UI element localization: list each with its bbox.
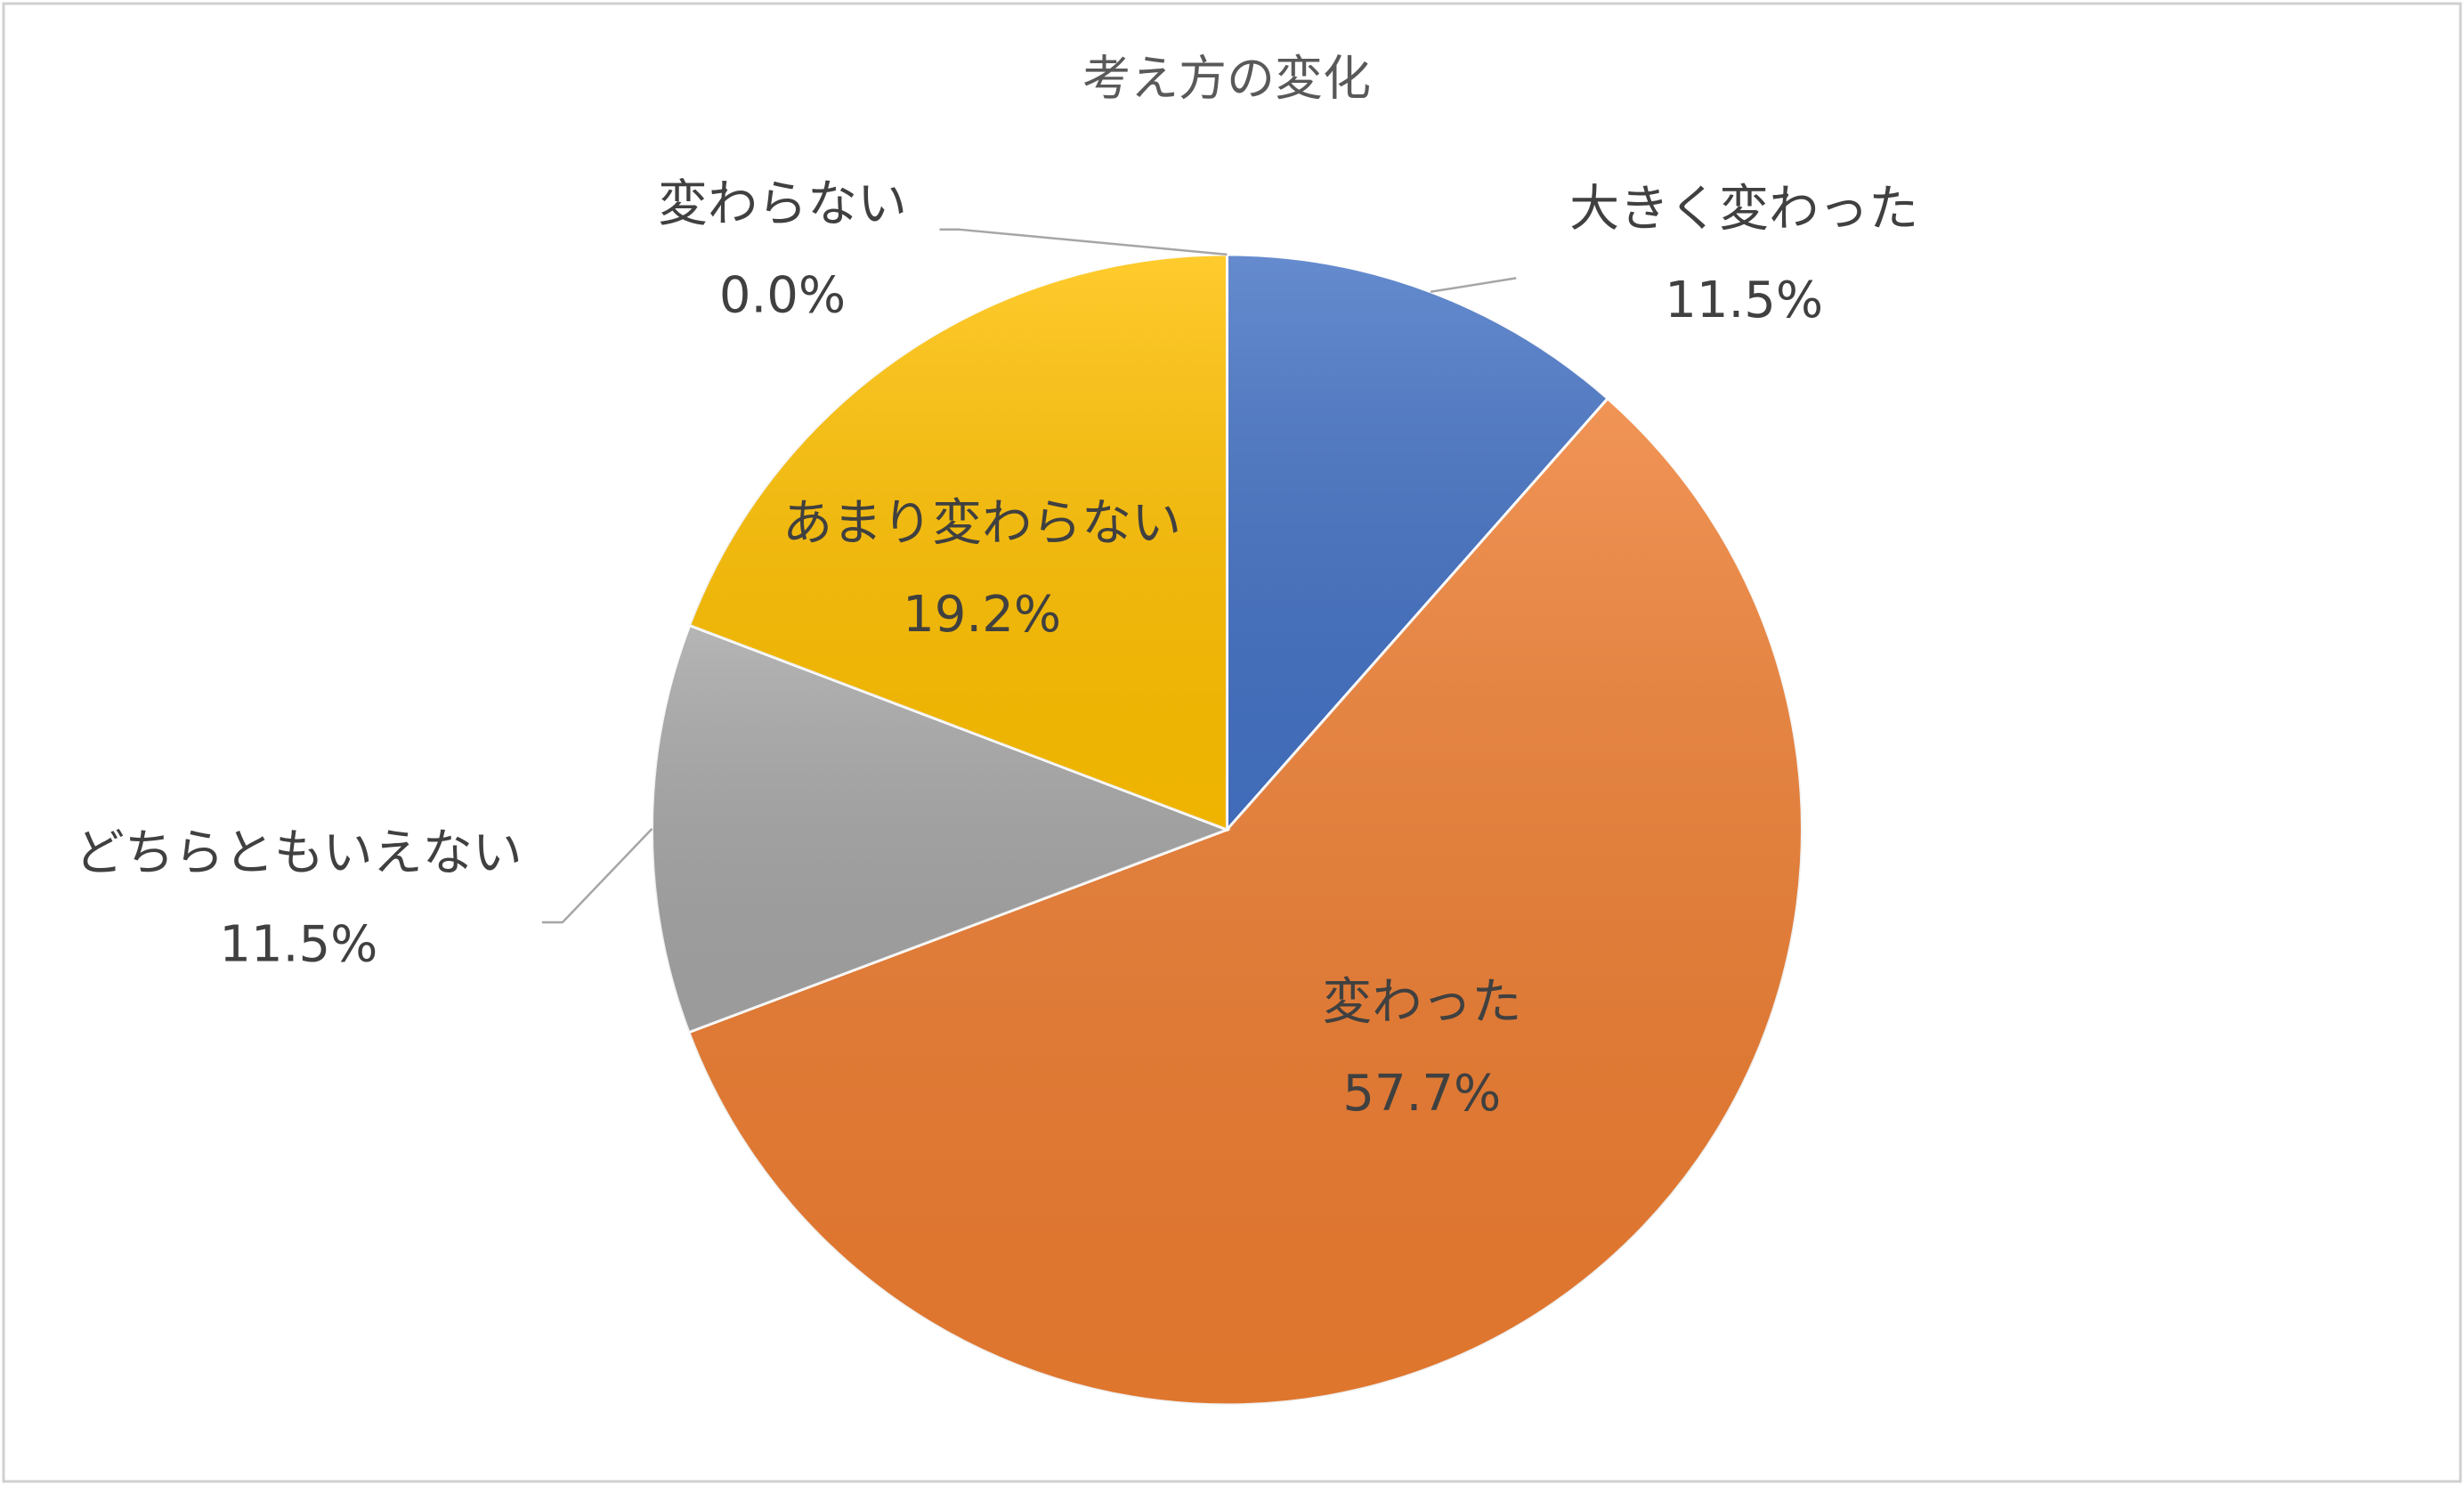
data-label-value: 57.7%: [1342, 1065, 1501, 1123]
slice-shade: [689, 254, 1228, 830]
chart-title: 考え方の変化: [1082, 51, 1371, 107]
data-label-value: 0.0%: [719, 266, 846, 324]
slice-shade: [1227, 254, 1609, 830]
data-label-value: 11.5%: [219, 915, 377, 973]
data-label-category: 変わらない: [658, 175, 907, 233]
data-label-value: 19.2%: [903, 586, 1061, 644]
data-label-category: 大きく変わった: [1569, 180, 1918, 238]
data-label-category: どちらともいえない: [75, 824, 523, 882]
leader-line: [541, 828, 653, 924]
data-label-category: あまり変わらない: [782, 494, 1181, 552]
data-label-value: 11.5%: [1665, 272, 1823, 329]
slice-shade: [688, 398, 1803, 1405]
data-label-category: 変わった: [1322, 974, 1521, 1032]
leader-line: [1430, 277, 1517, 293]
slice-shade: [652, 625, 1228, 1033]
leader-line: [939, 228, 1228, 256]
